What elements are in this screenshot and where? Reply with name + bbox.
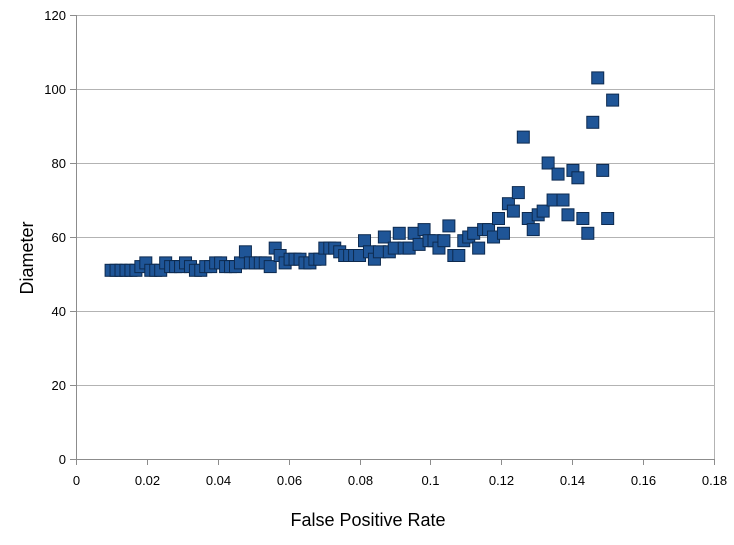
data-point [491, 212, 505, 225]
data-point [596, 163, 610, 177]
data-point [591, 71, 605, 85]
data-point [472, 241, 486, 255]
data-point [506, 204, 520, 218]
x-tick-label: 0.1 [421, 473, 439, 488]
label-layer: 0 20 40 60 80 100 120 0 0.02 0.04 0.06 0.08 0.1 0.12 0… [44, 8, 727, 488]
x-tick-label: 0.04 [206, 473, 231, 488]
data-point [358, 234, 372, 248]
data-point [541, 156, 555, 170]
data-point [601, 212, 615, 225]
data-point [263, 260, 277, 274]
axis-layer [70, 15, 715, 465]
data-point [496, 226, 510, 240]
data-point [238, 245, 252, 259]
x-tick-label: 0 [73, 473, 80, 488]
x-tick-label: 0.14 [560, 473, 585, 488]
x-tick-label: 0.06 [277, 473, 302, 488]
data-point [526, 223, 540, 237]
data-point [516, 130, 530, 144]
data-point [442, 219, 456, 233]
y-axis-title: Diameter [17, 221, 37, 294]
x-tick-label: 0.18 [702, 473, 727, 488]
data-point [551, 167, 565, 181]
data-point [561, 208, 575, 222]
x-tick-label: 0.12 [489, 473, 514, 488]
data-point [581, 226, 595, 240]
points-layer [104, 71, 620, 277]
data-point [452, 249, 466, 262]
data-point [571, 171, 585, 185]
y-tick-label: 80 [52, 156, 66, 171]
y-tick-label: 40 [52, 304, 66, 319]
data-point [437, 234, 451, 248]
data-point [417, 223, 431, 237]
x-tick-label: 0.16 [631, 473, 656, 488]
data-point [313, 252, 327, 266]
y-tick-label: 0 [59, 452, 66, 467]
x-tick-label: 0.08 [348, 473, 373, 488]
data-point [556, 193, 570, 207]
y-tick-label: 100 [44, 82, 66, 97]
data-point [536, 204, 550, 218]
data-point [586, 115, 600, 129]
x-axis-title: False Positive Rate [290, 510, 445, 530]
x-tick-label: 0.02 [135, 473, 160, 488]
data-point [377, 230, 391, 244]
y-tick-label: 20 [52, 378, 66, 393]
data-point [511, 186, 525, 200]
grid-layer [76, 15, 714, 460]
y-tick-label: 60 [52, 230, 66, 245]
data-point [576, 212, 590, 225]
data-point [392, 226, 406, 240]
y-tick-label: 120 [44, 8, 66, 23]
data-point [606, 93, 620, 107]
